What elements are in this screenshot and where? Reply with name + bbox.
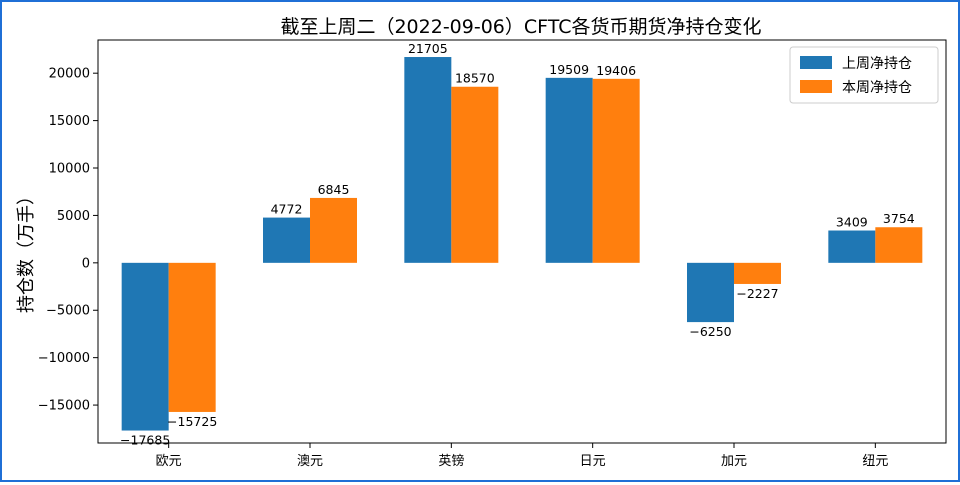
legend-swatch <box>800 80 832 93</box>
x-tick-label: 英镑 <box>438 453 464 469</box>
bar <box>734 262 781 284</box>
plot-area: −15000 −10000 −5000 0 5000 10000 15000 20000 欧元 −… <box>38 39 947 469</box>
y-axis-label: 持仓数（万手） <box>16 187 37 313</box>
y-tick-label: 0 <box>82 256 90 271</box>
y-tick-label: 10000 <box>49 162 90 177</box>
legend-label: 上周净持仓 <box>842 56 912 72</box>
bar-value-label: 18570 <box>455 71 495 86</box>
y-tick-label: 5000 <box>57 209 90 224</box>
x-tick-label: 日元 <box>580 454 606 469</box>
bar-value-label: −2227 <box>736 286 778 301</box>
bar <box>451 86 499 263</box>
x-tick-label: 欧元 <box>156 454 182 469</box>
x-tick-label: 加元 <box>721 454 747 469</box>
bar-value-label: 6845 <box>318 182 350 197</box>
y-tick-label: 15000 <box>49 114 90 129</box>
bar-value-label: 21705 <box>408 41 448 56</box>
bar-value-label: 4772 <box>271 202 303 217</box>
bar-value-label: −6250 <box>689 324 731 339</box>
x-tick-label: 纽元 <box>862 454 888 469</box>
legend-label: 本周净持仓 <box>842 80 912 96</box>
x-tick-label: 澳元 <box>297 453 323 469</box>
y-tick-label: −5000 <box>46 304 90 319</box>
bar-value-label: 19406 <box>596 63 636 78</box>
chart-title: 截至上周二（2022-09-06）CFTC各货币期货净持仓变化 <box>280 16 761 38</box>
bar <box>310 197 357 263</box>
bar <box>545 77 593 263</box>
bar-value-label: −17685 <box>120 433 170 448</box>
bar <box>875 227 923 263</box>
y-tick-label: 20000 <box>49 67 90 82</box>
bar <box>404 57 452 263</box>
bar-value-label: 3409 <box>836 215 868 230</box>
bar <box>168 262 216 412</box>
bar <box>687 262 734 323</box>
y-tick-label: −15000 <box>38 399 90 414</box>
bar-value-label: −15725 <box>167 414 217 429</box>
bar <box>828 230 876 263</box>
bar-value-label: 3754 <box>883 211 915 226</box>
y-tick-label: −10000 <box>38 351 90 366</box>
legend-swatch <box>800 56 832 69</box>
bar-value-label: 19509 <box>549 62 589 77</box>
bar <box>121 262 169 431</box>
bar <box>592 78 640 263</box>
bar <box>263 217 310 263</box>
axes-frame <box>97 39 947 444</box>
